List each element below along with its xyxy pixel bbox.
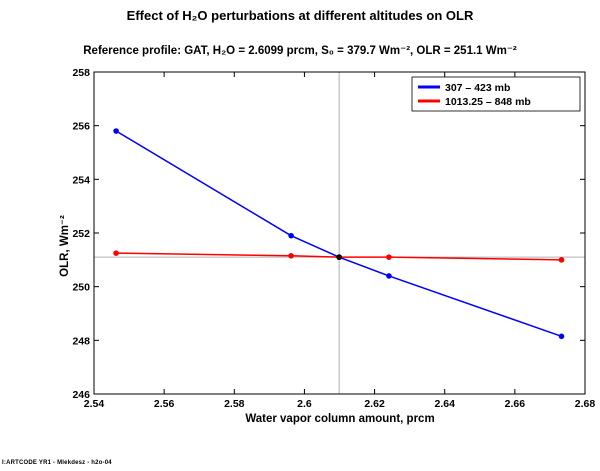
- y-tick-label: 246: [72, 389, 90, 401]
- y-tick-label: 252: [72, 228, 90, 240]
- reference-point: [336, 254, 342, 260]
- series-0-point: [113, 128, 119, 134]
- x-tick-label: 2.64: [434, 398, 455, 410]
- footer-caption: I:ARTCODE YR1 - Mlekdesz - h2o-04: [2, 460, 112, 466]
- legend-label-1: 1013.25 – 848 mb: [445, 96, 531, 108]
- series-1-point: [558, 257, 565, 263]
- x-tick-label: 2.66: [505, 398, 526, 410]
- legend-label-0: 307 – 423 mb: [445, 82, 510, 94]
- legend-box: [411, 76, 581, 112]
- y-tick-label: 256: [72, 121, 90, 133]
- y-tick-label: 248: [72, 335, 90, 347]
- series-1-point: [386, 254, 392, 260]
- plot-area: 2.54 2.56 2.58 2.6 2.62 2.64 2.66 2.68 246 248 250…: [72, 67, 595, 410]
- series-1-point: [113, 250, 119, 256]
- x-tick-label: 2.68: [575, 398, 596, 410]
- series-0-point: [288, 232, 294, 239]
- x-tick-label: 2.6: [297, 398, 312, 410]
- y-tick-label: 250: [72, 282, 90, 294]
- series-0-point: [386, 273, 392, 279]
- x-tick-label: 2.56: [154, 398, 175, 410]
- series-0-point: [558, 333, 565, 340]
- x-tick-label: 2.62: [364, 398, 385, 410]
- series-1-point: [288, 253, 294, 259]
- chart-subtitle: Reference profile: GAT, H₂O = 2.6099 prc…: [83, 45, 517, 57]
- x-tick-label: 2.58: [224, 398, 245, 410]
- x-axis-label: Water vapor column amount, prcm: [245, 413, 434, 425]
- x-tick-label: 2.54: [84, 398, 105, 410]
- y-tick-label: 258: [72, 67, 90, 79]
- y-axis-label: OLR, Wm⁻²: [59, 215, 71, 277]
- y-tick-label: 254: [72, 174, 90, 186]
- chart-title: Effect of H₂O perturbations at different…: [126, 8, 474, 23]
